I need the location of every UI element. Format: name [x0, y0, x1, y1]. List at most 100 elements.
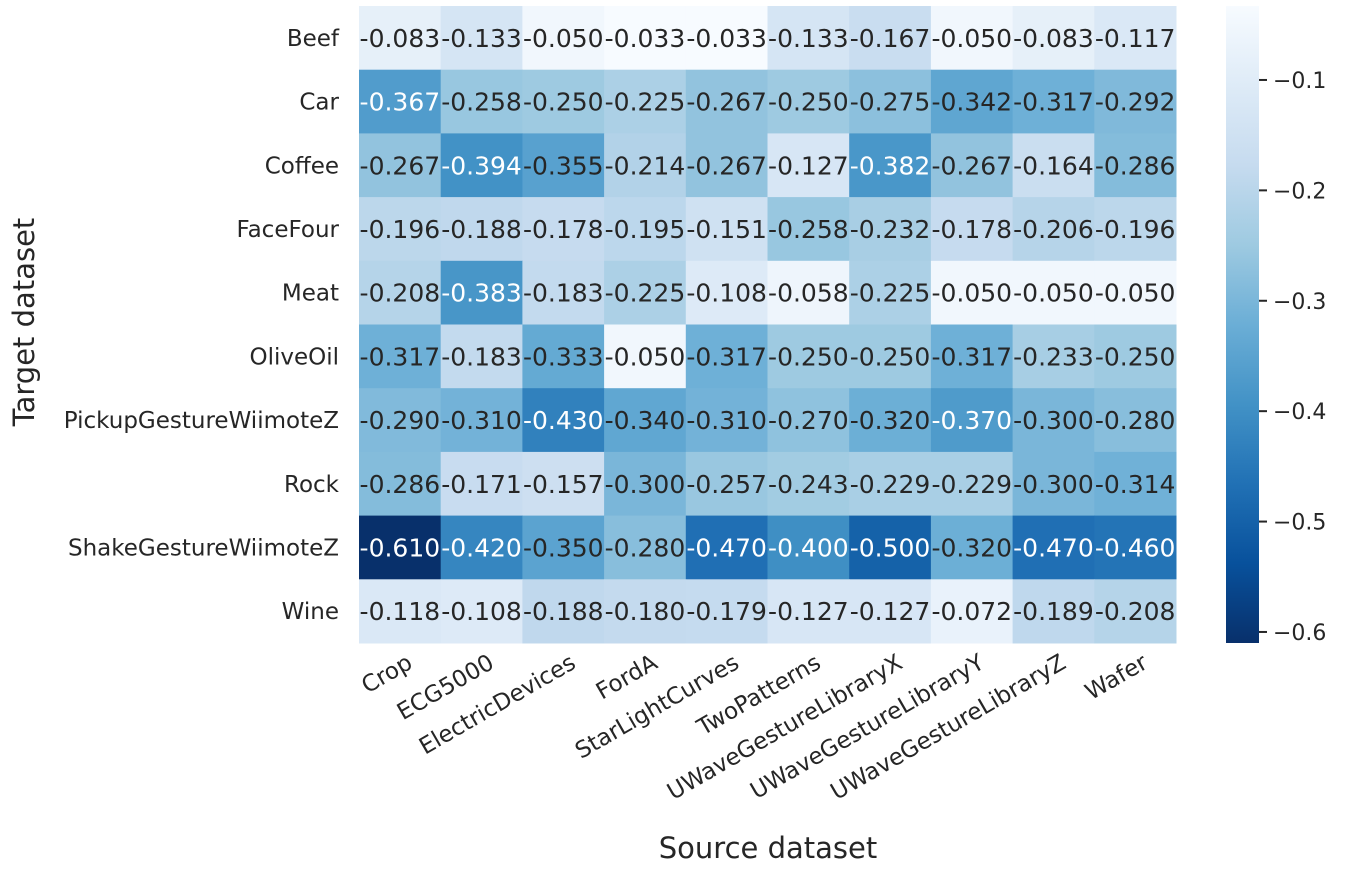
heatmap-cell	[440, 324, 523, 389]
heatmap-cell-label: -0.225	[850, 279, 931, 308]
heatmap-cell	[604, 197, 687, 262]
heatmap-cell-label: -0.178	[523, 215, 604, 244]
heatmap-cell-label: -0.229	[850, 470, 931, 499]
heatmap-cell	[359, 451, 442, 517]
heatmap-cell-label: -0.340	[605, 406, 686, 435]
heatmap-cell-label: -0.342	[931, 88, 1012, 117]
colorbar-tick-label: −0.4	[1273, 400, 1326, 425]
colorbar-tick-label: −0.5	[1273, 511, 1326, 536]
heatmap-cell-label: -0.178	[931, 215, 1012, 244]
heatmap-cell-label: -0.033	[686, 24, 767, 53]
heatmap-cell-label: -0.072	[931, 597, 1012, 626]
heatmap-cell-label: -0.292	[1095, 88, 1176, 117]
heatmap-cell-label: -0.317	[686, 342, 767, 371]
heatmap-cell	[685, 6, 768, 71]
heatmap-cell	[522, 451, 605, 517]
heatmap-cell	[849, 515, 932, 580]
heatmap-cell-label: -0.108	[686, 279, 767, 308]
x-axis-title: Source dataset	[659, 831, 877, 865]
heatmap-cell-label: -0.117	[1095, 24, 1176, 53]
colorbar-gradient	[1226, 6, 1259, 643]
heatmap-cell-label: -0.196	[360, 215, 441, 244]
heatmap-cell	[767, 69, 850, 134]
heatmap-cell	[359, 197, 442, 262]
heatmap-cell-label: -0.314	[1095, 470, 1176, 499]
heatmap-cell-label: -0.317	[931, 342, 1012, 371]
heatmap-cell	[930, 388, 1014, 453]
x-tick-label: Crop	[357, 650, 416, 699]
heatmap-cell	[604, 451, 687, 517]
heatmap-cell-label: -0.050	[1095, 279, 1176, 308]
heatmap-cell-label: -0.267	[686, 151, 767, 180]
heatmap-cell-label: -0.225	[605, 279, 686, 308]
heatmap-cell-label: -0.382	[850, 151, 931, 180]
y-tick-label: Rock	[284, 472, 340, 498]
heatmap-cell	[930, 451, 1014, 517]
heatmap-cell-label: -0.083	[360, 24, 441, 53]
heatmap-cell-label: -0.267	[931, 151, 1012, 180]
heatmap-cell	[440, 6, 523, 71]
heatmap-cell-label: -0.500	[850, 533, 931, 562]
heatmap-cell	[359, 515, 442, 580]
colorbar-tick-label: −0.2	[1273, 179, 1326, 204]
heatmap-cell	[359, 6, 442, 71]
heatmap-cell-label: -0.183	[441, 342, 522, 371]
heatmap-cell	[1094, 324, 1177, 389]
y-tick-label: Meat	[282, 281, 339, 307]
heatmap-cell	[604, 324, 687, 389]
colorbar-tick-label: −0.6	[1273, 621, 1326, 646]
heatmap-cell	[522, 6, 605, 71]
heatmap-cell	[604, 69, 687, 134]
heatmap-cell	[685, 197, 768, 262]
heatmap-cell	[440, 133, 523, 198]
heatmap-cell-label: -0.225	[605, 88, 686, 117]
heatmap-cell	[930, 260, 1014, 325]
heatmap-cell	[1012, 388, 1095, 453]
heatmap-cell	[1012, 69, 1095, 134]
heatmap-cell-label: -0.250	[1095, 342, 1176, 371]
heatmap-cell-labels: -0.083 -0.133 -0.050 -0.033 -0.033 -0.133 -0.1…	[360, 24, 1176, 626]
colorbar: −0.1 −0.2 −0.3 −0.4 −0.5 −0.6	[1226, 6, 1326, 646]
heatmap-cell-label: -0.118	[360, 597, 441, 626]
y-tick-label: Wine	[282, 599, 339, 625]
heatmap-cell-label: -0.300	[1013, 470, 1094, 499]
heatmap-cell	[1094, 451, 1177, 517]
heatmap-cell-label: -0.243	[768, 470, 849, 499]
heatmap-cell-label: -0.050	[523, 24, 604, 53]
heatmap-cell	[1094, 6, 1177, 71]
heatmap-cell	[604, 6, 687, 71]
heatmap-cell-label: -0.258	[441, 88, 522, 117]
heatmap-cell	[849, 324, 932, 389]
heatmap-cell	[685, 69, 768, 134]
heatmap-cell	[1094, 579, 1177, 644]
heatmap-cell	[359, 133, 442, 198]
heatmap-cell-label: -0.460	[1095, 533, 1176, 562]
heatmap-cell	[767, 197, 850, 262]
heatmap-cell	[767, 388, 850, 453]
heatmap-cell	[685, 260, 768, 325]
heatmap-cell	[440, 69, 523, 134]
heatmap-cell	[1012, 133, 1095, 198]
heatmap-cell-label: -0.083	[1013, 24, 1094, 53]
heatmap-cell	[604, 260, 687, 325]
heatmap-cell-label: -0.267	[360, 151, 441, 180]
heatmap-cell	[359, 579, 442, 644]
heatmap-cell-label: -0.400	[768, 533, 849, 562]
heatmap-cell	[604, 133, 687, 198]
heatmap-cell	[1094, 69, 1177, 134]
heatmap-cell	[849, 451, 932, 517]
heatmap-cell-label: -0.286	[1095, 151, 1176, 180]
heatmap-cell-label: -0.250	[523, 88, 604, 117]
heatmap-cell-label: -0.133	[441, 24, 522, 53]
heatmap-cell	[685, 579, 768, 644]
heatmap-cell-label: -0.258	[768, 215, 849, 244]
y-tick-label: Beef	[287, 26, 340, 52]
heatmap-cell	[1094, 260, 1177, 325]
heatmap-cell-label: -0.257	[686, 470, 767, 499]
heatmap-cell	[930, 69, 1014, 134]
heatmap-cell-label: -0.300	[605, 470, 686, 499]
heatmap-cell	[359, 324, 442, 389]
heatmap-cells	[359, 6, 1177, 644]
heatmap-cell	[767, 451, 850, 517]
